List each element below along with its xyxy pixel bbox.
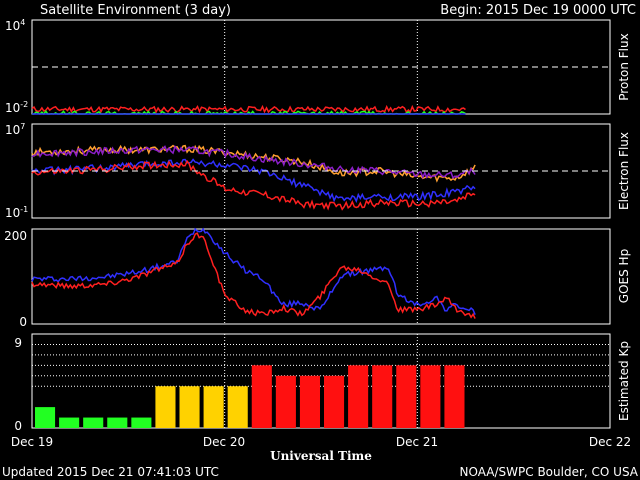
kp-bar-6 — [179, 386, 200, 428]
begin-time: Begin: 2015 Dec 19 0000 UTC — [440, 3, 636, 18]
x-tick-dec21: Dec 21 — [396, 435, 438, 449]
x-tick-dec19: Dec 19 — [11, 435, 53, 449]
kp-ylabel: Estimated Kp — [617, 341, 631, 421]
kp-bar-17 — [444, 365, 465, 428]
kp-bar-9 — [251, 365, 272, 428]
kp-bar-4 — [131, 417, 152, 428]
kp-bar-1 — [59, 417, 80, 428]
goes-hp-ylabel: GOES Hp — [617, 249, 631, 303]
kp-bar-11 — [299, 375, 320, 428]
hp-series-blue — [31, 227, 476, 315]
electron-y-max: 107 — [5, 122, 25, 137]
kp-y-min: 0 — [14, 419, 22, 433]
kp-bar-0 — [35, 407, 56, 428]
electron-series-orange — [31, 144, 476, 183]
updated-timestamp: Updated 2015 Dec 21 07:41:03 UTC — [2, 465, 219, 479]
kp-bar-10 — [275, 375, 296, 428]
kp-bar-14 — [372, 365, 393, 428]
kp-bar-15 — [396, 365, 417, 428]
kp-bar-12 — [324, 375, 345, 428]
proton-flux-ylabel: Proton Flux — [617, 33, 631, 100]
goes-hp-panel — [31, 228, 611, 325]
kp-bar-3 — [107, 417, 128, 428]
x-tick-dec20: Dec 20 — [203, 435, 245, 449]
hp-y-max: 200 — [4, 229, 27, 243]
hp-y-min: 0 — [19, 315, 27, 329]
kp-panel — [31, 333, 611, 429]
kp-bar-16 — [420, 365, 441, 428]
kp-y-max: 9 — [14, 336, 22, 350]
electron-y-min: 10-1 — [5, 205, 28, 220]
kp-bar-2 — [83, 417, 104, 428]
credit-text: NOAA/SWPC Boulder, CO USA — [460, 465, 639, 479]
plot-title: Satellite Environment (3 day) — [40, 3, 231, 18]
kp-bar-13 — [348, 365, 369, 428]
day-divider-lines — [224, 20, 418, 428]
data-layer — [31, 66, 610, 428]
x-tick-dec22: Dec 22 — [589, 435, 631, 449]
kp-bar-5 — [155, 386, 176, 428]
electron-series-purple — [31, 145, 476, 180]
x-axis-title: Universal Time — [270, 449, 372, 463]
kp-bar-8 — [227, 386, 248, 428]
proton-y-max: 104 — [5, 18, 25, 33]
hp-series-red — [31, 232, 476, 319]
electron-series-blue — [31, 158, 476, 204]
kp-bar-7 — [203, 386, 224, 428]
proton-y-min: 10-2 — [5, 100, 28, 115]
electron-flux-ylabel: Electron Flux — [617, 132, 631, 210]
proton-series-red — [31, 104, 466, 114]
